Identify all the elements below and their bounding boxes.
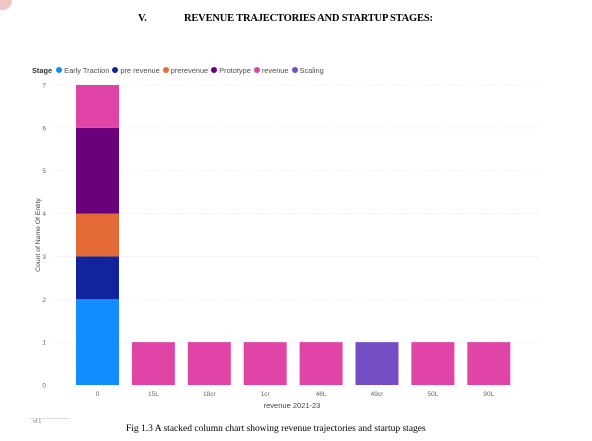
legend-label: revenue (261, 65, 289, 75)
x-axis-label: revenue 2021-23 (264, 401, 321, 410)
bar-segment[interactable] (131, 342, 175, 385)
y-tick-label: 3 (42, 254, 46, 261)
chart-legend: Stage Early Traction pre revenue prerevenu… (32, 63, 327, 77)
bar-segment[interactable] (76, 256, 119, 300)
legend-label: Scaling (299, 65, 324, 75)
legend-title: Stage (32, 65, 53, 75)
legend-dot-icon (291, 67, 298, 73)
legend-items: Early Traction pre revenue prerevenue Proto… (56, 66, 327, 75)
bar-segment[interactable] (411, 342, 455, 385)
legend-item[interactable]: Prototype (211, 66, 251, 75)
page-ref: of 1 (33, 419, 42, 425)
x-tick-label: 49cr (371, 391, 384, 398)
divider (30, 418, 70, 419)
x-tick-label: 0 (96, 391, 100, 398)
legend-label: Early Traction (64, 65, 110, 75)
y-tick-label: 2 (42, 297, 46, 304)
bar-segment[interactable] (76, 213, 119, 257)
y-tick-label: 1 (42, 340, 46, 347)
bar-segment[interactable] (76, 127, 119, 214)
legend-dot-icon (112, 67, 119, 73)
section-title: REVENUE TRAJECTORIES AND STARTUP STAGES: (184, 13, 433, 24)
y-tick-label: 4 (42, 211, 46, 218)
legend-item[interactable]: revenue (253, 65, 289, 75)
legend-label: Prototype (219, 65, 251, 75)
bar-segment[interactable] (467, 342, 511, 385)
legend-label: prerevenue (170, 65, 209, 75)
y-axis-label: Count of Name Of Entity (35, 198, 42, 272)
section-number: V. (138, 13, 147, 24)
bar-segment[interactable] (76, 85, 119, 128)
x-tick-label: 90L (483, 391, 494, 398)
legend-dot-icon (162, 67, 169, 73)
x-tick-label: 15L (148, 391, 159, 398)
legend-item[interactable]: Scaling (291, 65, 324, 75)
x-tick-label: 1cr (261, 391, 271, 398)
section-heading: V. REVENUE TRAJECTORIES AND STARTUP STAG… (0, 13, 592, 31)
legend-dot-icon (211, 67, 218, 73)
legend-item[interactable]: pre revenue (112, 65, 160, 75)
bar-segment[interactable] (299, 342, 343, 385)
legend-dot-icon (56, 67, 63, 73)
x-tick-label: 50L (427, 391, 438, 398)
legend-label: pre revenue (120, 65, 160, 75)
bar-segment[interactable] (243, 342, 287, 385)
x-tick-label: 46L (316, 391, 327, 398)
y-tick-label: 5 (42, 168, 46, 175)
bar-segment[interactable] (355, 342, 399, 385)
y-tick-label: 6 (42, 125, 46, 132)
legend-item[interactable]: Early Traction (56, 66, 109, 75)
legend-dot-icon (253, 67, 260, 73)
legend-item[interactable]: prerevenue (162, 65, 209, 75)
y-tick-label: 0 (42, 383, 46, 390)
corner-logo-icon (0, 0, 13, 10)
y-tick-label: 7 (42, 83, 46, 90)
bar-segment[interactable] (187, 342, 231, 385)
x-tick-label: 18cr (203, 391, 216, 398)
figure-caption: Fig 1.3 A stacked column chart showing r… (126, 424, 426, 434)
bar-segment[interactable] (76, 299, 119, 385)
